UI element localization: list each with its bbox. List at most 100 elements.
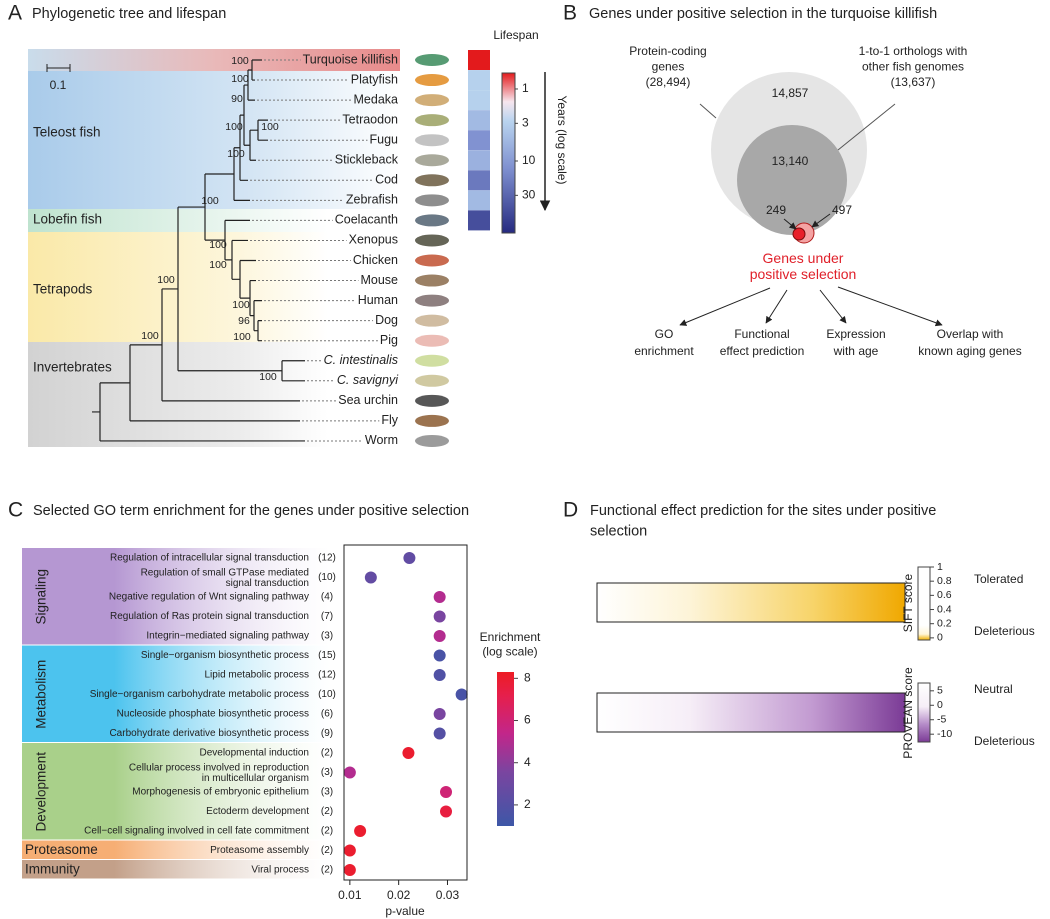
- lifespan-cell: [468, 210, 490, 231]
- species-label: Worm: [365, 433, 398, 447]
- panel-label: A: [8, 2, 22, 25]
- species-icon: [415, 74, 449, 87]
- panel-a: A Phylogenetic tree and lifespan Teleost…: [8, 2, 569, 448]
- axis-label: Years (log scale): [555, 96, 569, 185]
- venn-label: Protein-coding genes (28,494): [629, 44, 706, 89]
- group-label: Proteasome: [25, 842, 98, 857]
- dot: [433, 591, 446, 603]
- lifespan-cell: [468, 110, 490, 131]
- dot: [455, 688, 468, 701]
- species-icon: [415, 254, 449, 267]
- species-label: Chicken: [353, 253, 398, 267]
- species-label: Mouse: [360, 273, 398, 287]
- panel-d: D Functional effect prediction for the s…: [563, 499, 1035, 759]
- term-count: (15): [318, 650, 336, 661]
- arrow: [679, 287, 771, 326]
- tree-branches: [92, 59, 305, 442]
- bootstrap-label: 100: [201, 195, 219, 207]
- dot: [364, 571, 377, 584]
- species-icon: [415, 234, 449, 247]
- lifespan-title: Lifespan: [493, 28, 538, 42]
- scale-note: Tolerated: [974, 572, 1023, 586]
- panel-b: B Genes under positive selection in the …: [563, 2, 1022, 358]
- species-label: Fly: [381, 413, 398, 427]
- dot: [433, 669, 446, 681]
- term-label: Ectoderm development: [206, 806, 309, 817]
- term-count: (6): [321, 709, 333, 720]
- colorbar-label: PROVEAN score: [901, 667, 915, 759]
- bootstrap-label: 100: [261, 121, 279, 133]
- colorbar-tick-label: 8: [524, 671, 531, 685]
- dot: [433, 649, 446, 662]
- venn-selected: [792, 227, 806, 241]
- colorbar-tick-label: 0: [937, 699, 943, 711]
- panel-title: Phylogenetic tree and lifespan: [32, 6, 226, 22]
- arrow: [783, 218, 797, 230]
- colorbar-tick-label: 10: [522, 153, 536, 167]
- colorbar-tick-label: 2: [524, 797, 531, 811]
- colorbar-tick-label: 30: [522, 188, 536, 202]
- x-tick-label: 0.03: [436, 888, 460, 902]
- species-icon: [415, 414, 449, 427]
- term-count: (12): [318, 670, 336, 681]
- term-label: Regulation of small GTPase mediated signa…: [141, 567, 309, 589]
- species-label: Fugu: [370, 132, 399, 146]
- colorbar-tick-label: 0.8: [937, 575, 952, 587]
- panel-label: C: [8, 499, 23, 522]
- species-label: C. intestinalis: [324, 353, 398, 367]
- species-label: Xenopus: [349, 233, 398, 247]
- dot-plot: Signaling Regulation of intracellular sig…: [22, 548, 531, 902]
- colorbar: [497, 672, 514, 826]
- dot: [402, 747, 415, 759]
- colorbar-label: Enrichment (log scale): [480, 630, 541, 658]
- output-label: GO enrichment: [634, 327, 694, 358]
- x-tick-label: 0.02: [387, 888, 411, 902]
- term-label: Regulation of intracellular signal trans…: [110, 553, 309, 564]
- bootstrap-label: 100: [231, 55, 249, 67]
- species-label: Zebrafish: [346, 193, 398, 207]
- species-icon: [415, 374, 449, 387]
- species-icon: [415, 354, 449, 367]
- species-icon: [415, 274, 449, 287]
- panel-title: Genes under positive selection in the tu…: [589, 6, 937, 22]
- term-label: Regulation of Ras protein signal transdu…: [110, 611, 309, 622]
- group-label: Signaling: [34, 569, 49, 625]
- term-count: (10): [318, 689, 336, 700]
- dot: [343, 844, 356, 857]
- term-label: Cell−cell signaling involved in cell fat…: [84, 826, 309, 837]
- panel-label: B: [563, 2, 577, 25]
- selected-label: Genes under positive selection: [750, 250, 857, 282]
- lifespan-cell: [468, 170, 490, 191]
- tree: Turquoise killifish Platyfish Medaka Tetrao…: [92, 50, 536, 447]
- colorbar: [917, 682, 931, 743]
- colorbar: [917, 566, 931, 641]
- group-label: Tetrapods: [33, 282, 93, 297]
- scale-label: 0.1: [50, 78, 67, 92]
- bootstrap-label: 100: [227, 148, 245, 160]
- venn-count: 13,140: [772, 154, 809, 168]
- lifespan-cell: [468, 190, 490, 211]
- bootstrap-label: 90: [231, 93, 243, 105]
- term-label: Nucleoside phosphate biosynthetic proces…: [117, 709, 309, 720]
- bootstrap-label: 100: [141, 330, 159, 342]
- colorbar-tick-label: 0.4: [937, 603, 952, 615]
- bootstrap-label: 100: [209, 239, 227, 251]
- arrow: [819, 289, 847, 324]
- colorbar-tick-label: -5: [937, 714, 946, 726]
- term-count: (3): [321, 767, 333, 778]
- species-icon: [415, 114, 449, 127]
- bootstrap-label: 100: [232, 299, 250, 311]
- colorbar-tick-label: 0.6: [937, 589, 952, 601]
- term-label: Single−organism carbohydrate metabolic p…: [90, 689, 309, 700]
- term-label: Lipid metabolic process: [205, 670, 310, 681]
- panel-label: D: [563, 499, 578, 522]
- dot: [343, 864, 356, 876]
- panel-title: Functional effect prediction for the sit…: [590, 503, 936, 539]
- term-count: (2): [321, 826, 333, 837]
- output-label: Expression with age: [826, 327, 885, 358]
- group-band: [22, 840, 330, 859]
- colorbar-tick-label: -10: [937, 728, 952, 740]
- group-label: Invertebrates: [33, 360, 112, 375]
- scale-note: Deleterious: [974, 624, 1035, 638]
- term-count: (2): [321, 865, 333, 876]
